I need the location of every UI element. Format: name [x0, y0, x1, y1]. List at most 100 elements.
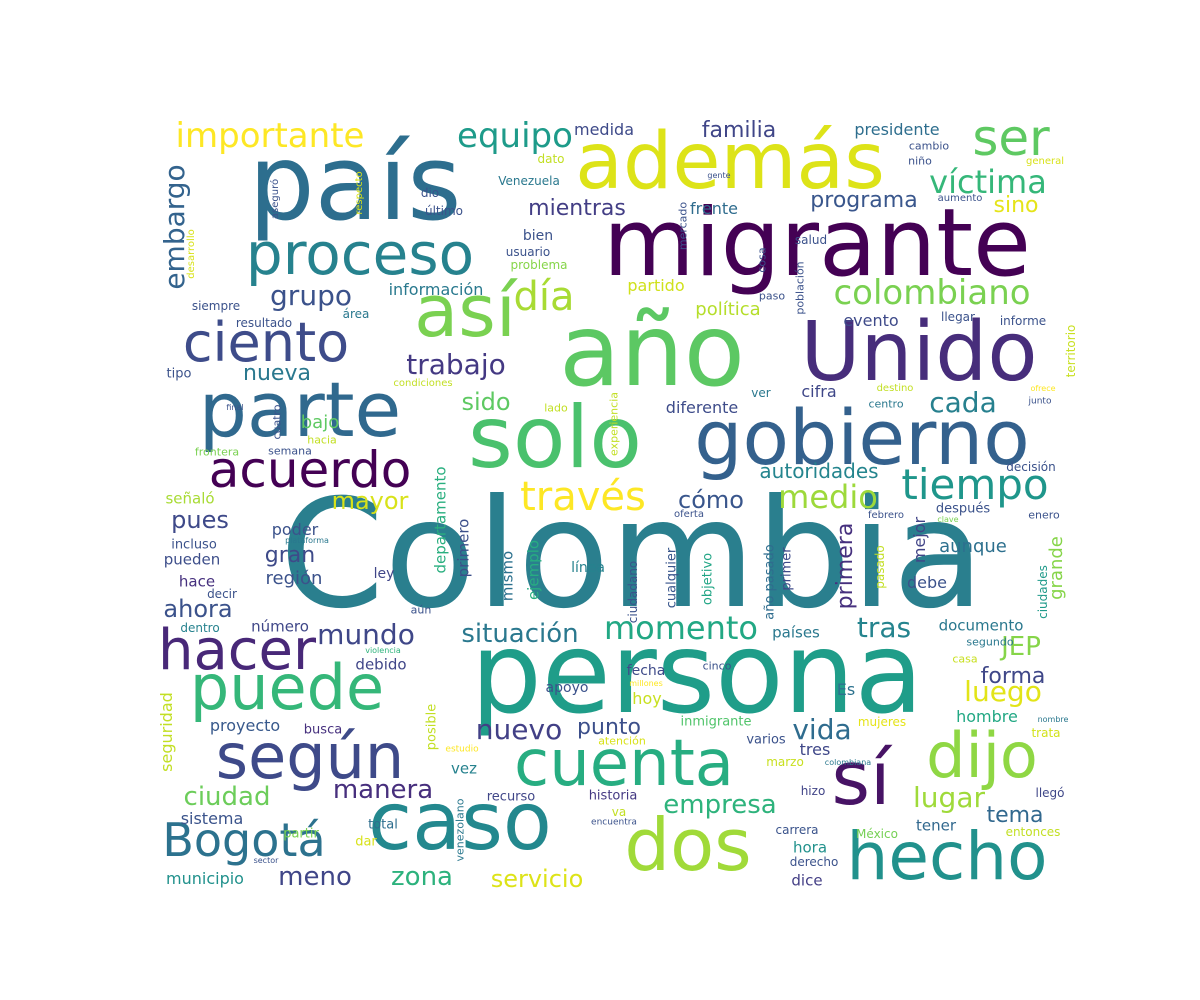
word-migrante: migrante	[603, 189, 1031, 298]
word-hace: hace	[178, 572, 216, 591]
word-pais: país	[248, 122, 462, 244]
word-decision: decisión	[1006, 460, 1056, 474]
word-empresa: empresa	[663, 790, 777, 820]
word-familia: familia	[701, 118, 777, 143]
word-sido: sido	[461, 388, 511, 416]
word-junto: junto	[1028, 396, 1052, 407]
word-cambio: cambio	[908, 139, 950, 153]
word-situacion: situación	[461, 619, 579, 649]
word-es: Es	[836, 680, 856, 699]
word-parte: parte	[198, 365, 402, 454]
word-cuatro: cuatro	[270, 404, 284, 440]
word-equipo: equipo	[457, 116, 573, 156]
word-documento: documento	[938, 616, 1024, 635]
word-partir: partir	[283, 826, 319, 842]
word-lugar: lugar	[913, 781, 985, 814]
word-tipo: tipo	[166, 366, 192, 382]
word-autoridades: autoridades	[759, 459, 879, 483]
word-puede: puede	[189, 651, 385, 724]
word-cinco: cinco	[702, 659, 732, 673]
word-ciudad: ciudad	[183, 782, 271, 812]
word-si: sí	[831, 736, 891, 822]
word-dio: dio	[420, 186, 440, 200]
word-aseguro: aseguró	[270, 178, 281, 220]
word-gente: gente	[707, 171, 731, 180]
word-acuerdo: acuerdo	[208, 441, 412, 499]
word-cuenta: cuenta	[514, 727, 734, 801]
word-despues: después	[935, 501, 991, 517]
word-colombia: Colombia	[279, 468, 985, 642]
word-unido: Unido	[800, 305, 1038, 400]
word-destino: destino	[876, 383, 914, 394]
word-incluso: incluso	[171, 537, 217, 553]
word-region: región	[265, 568, 323, 589]
word-grupo: grupo	[270, 279, 352, 312]
word-final: final	[226, 403, 244, 412]
word-politica: política	[695, 299, 761, 320]
word-senalo: señaló	[165, 489, 215, 508]
word-paso: paso	[758, 289, 786, 303]
word-ano: año	[559, 292, 745, 409]
word-dice: dice	[791, 871, 823, 890]
word-condiciones: condiciones	[393, 378, 453, 389]
word-posible: posible	[424, 703, 440, 751]
word-ahora: ahora	[163, 595, 233, 623]
word-carrera: carrera	[775, 823, 819, 837]
word-venezolano: venezolano	[453, 798, 467, 862]
word-hacia: hacia	[307, 433, 337, 447]
word-tiempo: tiempo	[901, 460, 1049, 509]
word-ultimo: último	[424, 204, 464, 218]
word-millones: millones	[629, 679, 663, 688]
word-hecho: hecho	[846, 818, 1048, 895]
word-enero: enero	[1028, 508, 1060, 522]
word-dia: día	[513, 274, 575, 320]
word-total: total	[368, 817, 398, 833]
word-llegar: llegar	[941, 310, 975, 324]
word-atencion: atención	[598, 734, 646, 748]
word-ciudades: ciudades	[1036, 565, 1050, 619]
word-numero: número	[251, 617, 309, 636]
word-trata: trata	[1031, 726, 1061, 740]
word-usuario: usuario	[505, 245, 551, 259]
word-traves: través	[520, 474, 646, 520]
word-llego: llegó	[1035, 786, 1065, 800]
word-hoy: hoy	[632, 689, 662, 708]
word-bien: bien	[522, 228, 554, 244]
word-debe: debe	[907, 573, 947, 592]
word-decir: decir	[207, 587, 237, 601]
word-informacion: información	[388, 280, 484, 299]
word-nombre: nombre	[1037, 715, 1069, 724]
word-pasado: pasado	[873, 545, 887, 589]
word-plataforma: plataforma	[285, 536, 329, 545]
word-evento: evento	[843, 311, 899, 330]
word-ciudadano: ciudadano	[626, 560, 640, 624]
word-experiencia: experiencia	[607, 392, 621, 456]
word-primera: primera	[833, 522, 858, 610]
word-punto: punto	[577, 715, 641, 740]
word-aunque: aunque	[939, 536, 1007, 557]
word-desarrollo: desarrollo	[186, 229, 197, 279]
word-entonces: entonces	[1005, 825, 1061, 839]
word-semana: semana	[268, 444, 312, 458]
word-general: general	[1025, 156, 1065, 167]
word-primero: primero	[454, 518, 473, 578]
word-marzo: marzo	[766, 755, 804, 769]
word-gran: gran	[264, 543, 316, 568]
word-aun: aún	[410, 603, 432, 617]
word-programa: programa	[810, 188, 918, 213]
word-informe: informe	[999, 314, 1047, 328]
word-problema: problema	[510, 258, 568, 272]
word-servicio: servicio	[490, 865, 584, 893]
word-mercado: mercado	[676, 201, 690, 251]
word-sino: sino	[993, 193, 1039, 218]
word-dijo: dijo	[926, 719, 1038, 792]
word-oferta: oferta	[674, 509, 704, 520]
word-embargo: embargo	[158, 164, 191, 290]
word-clave: clave	[937, 515, 959, 524]
word-debido: debido	[355, 655, 407, 674]
word-partido: partido	[627, 276, 685, 295]
word-mexico: México	[856, 827, 898, 841]
word-trabajo: trabajo	[406, 348, 506, 381]
word-dentro: dentro	[180, 621, 220, 635]
